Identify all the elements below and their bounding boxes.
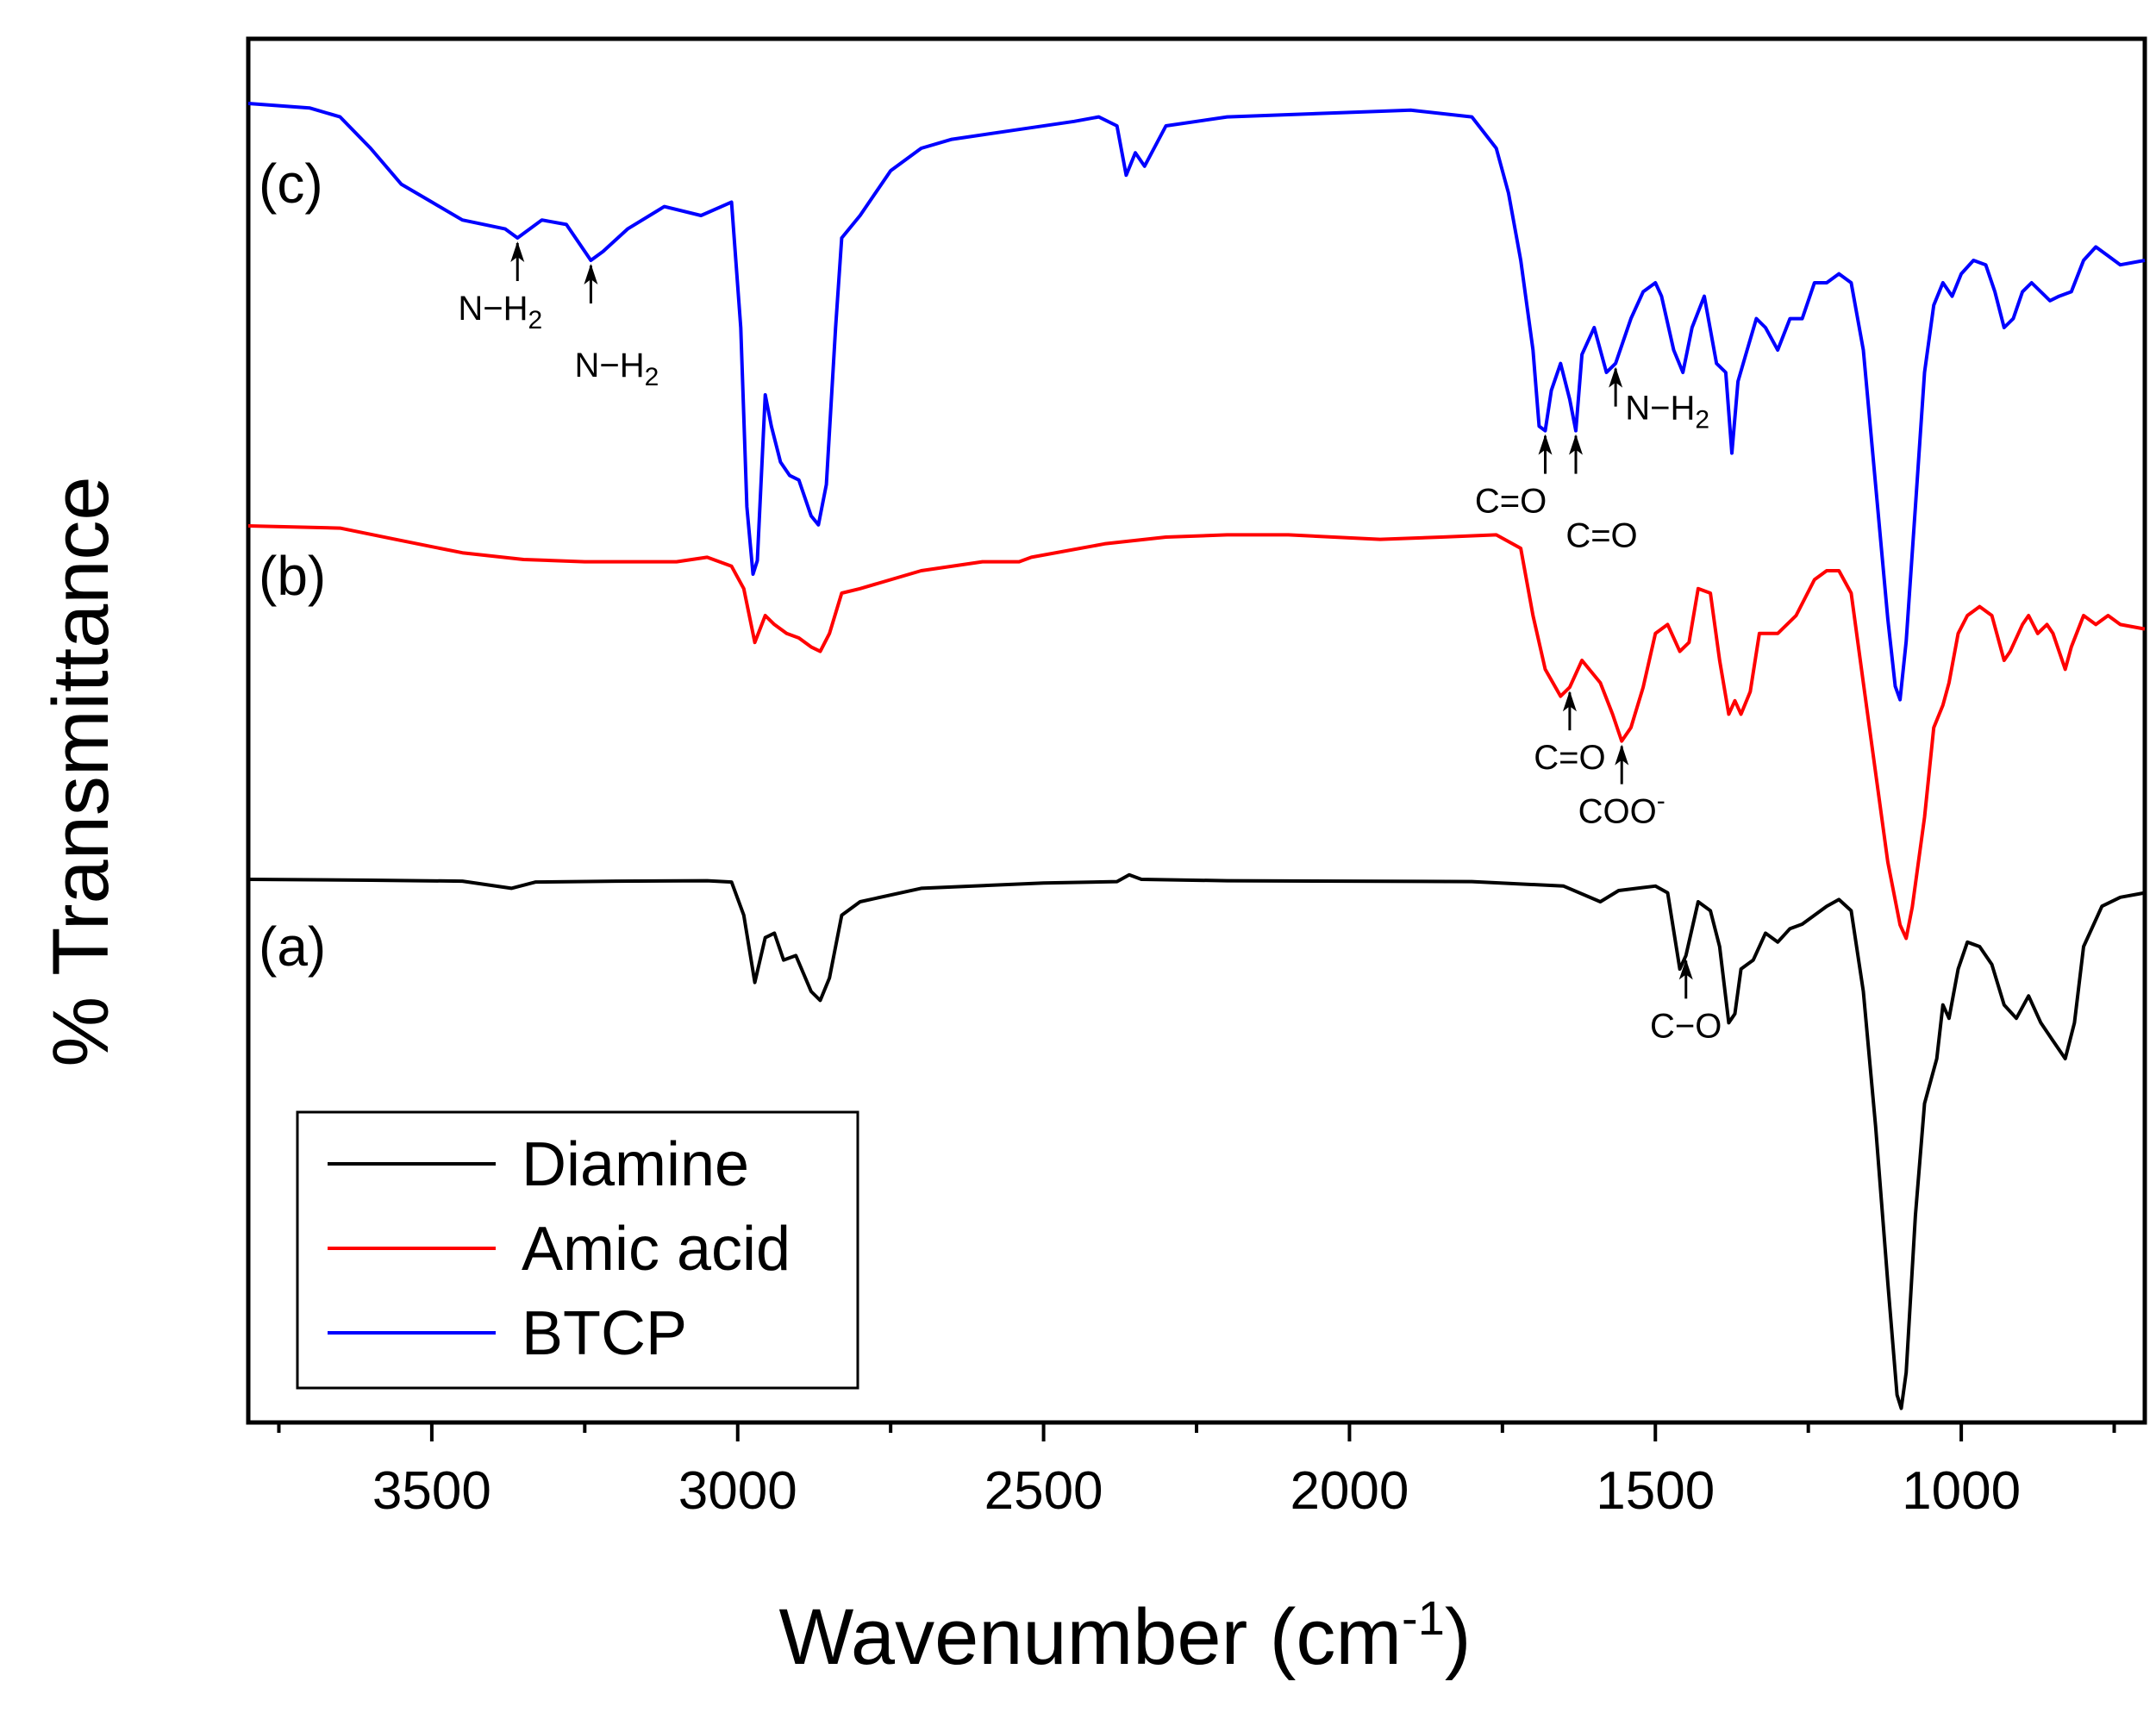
annotation-arrowhead — [584, 264, 598, 284]
peak-label: N−H2 — [575, 347, 659, 391]
legend: Diamine Amic acid BTCP — [296, 1110, 859, 1390]
annotation-arrowhead — [510, 241, 525, 262]
annotation-layer: N−H2 N−H2 C=O C=O N−H2 C=O COO- C−O — [458, 241, 1722, 1045]
peak-annotation: N−H2 — [1609, 366, 1709, 435]
peak-label: COO- — [1578, 787, 1665, 831]
peak-label: C−O — [1650, 1007, 1722, 1045]
peak-label: N−H2 — [458, 290, 542, 334]
peak-annotation: C=O — [1565, 434, 1638, 555]
peak-label: C=O — [1565, 517, 1637, 555]
annotation-arrowhead — [1678, 959, 1693, 980]
legend-label: BTCP — [522, 1299, 687, 1368]
x-axis-title-sup: -1 — [1402, 1591, 1445, 1645]
annotation-arrowhead — [1615, 744, 1629, 766]
curve-label-btcp: (c) — [259, 153, 323, 215]
curve-label-diamine: (a) — [259, 916, 326, 978]
peak-annotation: C=O — [1534, 691, 1606, 777]
x-axis-ticks: 3500 3000 2500 2000 1500 1000 — [277, 1422, 2116, 1521]
peak-annotation: N−H2 — [458, 241, 542, 334]
peak-annotation: COO- — [1578, 744, 1665, 831]
peak-annotation: C−O — [1650, 959, 1722, 1045]
peak-annotation: C=O — [1475, 434, 1553, 521]
x-axis-title-main: Wavenumber (cm — [779, 1593, 1403, 1681]
y-axis-title: % Transmittance — [37, 476, 125, 1066]
x-axis-title: Wavenumber (cm-1) — [779, 1591, 1472, 1681]
x-tick-label: 3500 — [372, 1461, 491, 1521]
x-tick-label: 1500 — [1596, 1461, 1715, 1521]
annotation-arrowhead — [1609, 366, 1623, 388]
series-line-diamine — [247, 872, 2146, 1410]
annotation-arrowhead — [1562, 691, 1577, 712]
legend-label: Diamine — [522, 1130, 749, 1199]
x-tick-label: 3000 — [678, 1461, 797, 1521]
x-tick-label: 2000 — [1290, 1461, 1409, 1521]
curve-label-amic-acid: (b) — [259, 545, 326, 607]
series-line-btcp — [247, 102, 2146, 702]
annotation-arrowhead — [1569, 434, 1583, 455]
x-tick-label: 2500 — [984, 1461, 1103, 1521]
peak-label: N−H2 — [1625, 390, 1709, 435]
series-line-amic-acid — [247, 524, 2146, 941]
legend-label: Amic acid — [522, 1215, 791, 1284]
peak-label: C=O — [1475, 483, 1547, 521]
legend-entries: Diamine Amic acid BTCP — [328, 1130, 791, 1368]
peak-label: C=O — [1534, 739, 1605, 777]
series-layer — [247, 102, 2146, 1410]
curve-label-layer: (a) (b) (c) — [259, 153, 326, 978]
peak-annotation: N−H2 — [575, 264, 659, 391]
x-axis-title-end: ) — [1445, 1593, 1472, 1681]
annotation-arrowhead — [1538, 434, 1553, 455]
x-tick-label: 1000 — [1902, 1461, 2021, 1521]
